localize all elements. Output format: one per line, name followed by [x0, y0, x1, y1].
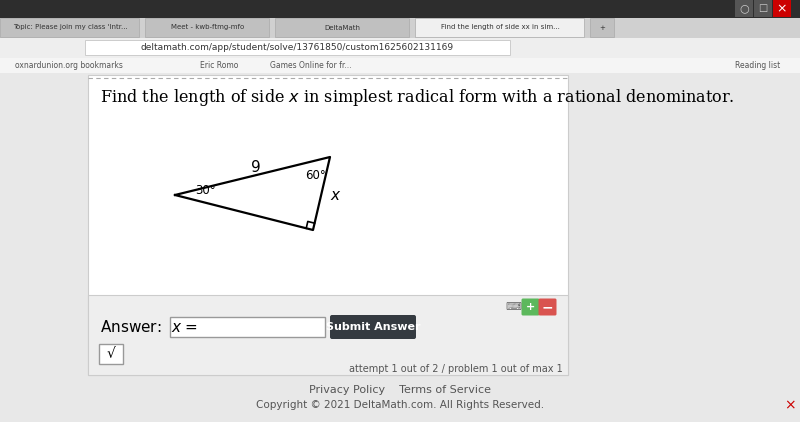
Text: +: + — [526, 302, 535, 312]
Text: ×: × — [784, 398, 796, 412]
FancyBboxPatch shape — [0, 58, 800, 73]
Text: Privacy Policy    Terms of Service: Privacy Policy Terms of Service — [309, 385, 491, 395]
Text: ⌨: ⌨ — [505, 302, 521, 312]
Text: Topic: Please join my class 'Intr...: Topic: Please join my class 'Intr... — [13, 24, 127, 30]
Text: □: □ — [758, 3, 768, 14]
FancyBboxPatch shape — [88, 75, 568, 375]
FancyBboxPatch shape — [735, 0, 753, 17]
FancyBboxPatch shape — [99, 344, 123, 364]
Text: Reading list: Reading list — [734, 61, 780, 70]
Text: √: √ — [106, 347, 115, 361]
FancyBboxPatch shape — [773, 0, 791, 17]
Text: Meet - kwb-ftmg-mfo: Meet - kwb-ftmg-mfo — [171, 24, 244, 30]
FancyBboxPatch shape — [0, 18, 800, 38]
Text: ×: × — [777, 2, 787, 15]
Text: oxnardunion.org bookmarks: oxnardunion.org bookmarks — [15, 61, 123, 70]
Text: Find the length of side $x$ in simplest radical form with a rational denominator: Find the length of side $x$ in simplest … — [100, 87, 734, 108]
Text: deltamath.com/app/student/solve/13761850/custom1625602131169: deltamath.com/app/student/solve/13761850… — [141, 43, 454, 52]
FancyBboxPatch shape — [590, 18, 614, 37]
Text: 9: 9 — [250, 160, 260, 175]
Text: 60°: 60° — [306, 169, 326, 182]
FancyBboxPatch shape — [330, 315, 416, 339]
FancyBboxPatch shape — [145, 18, 269, 37]
FancyBboxPatch shape — [85, 40, 510, 55]
FancyBboxPatch shape — [754, 0, 772, 17]
Text: Answer:  $x$ =: Answer: $x$ = — [100, 319, 198, 335]
Text: +: + — [599, 24, 606, 30]
FancyBboxPatch shape — [275, 18, 409, 37]
FancyBboxPatch shape — [0, 0, 800, 18]
FancyBboxPatch shape — [170, 317, 325, 337]
Text: Copyright © 2021 DeltaMath.com. All Rights Reserved.: Copyright © 2021 DeltaMath.com. All Righ… — [256, 400, 544, 410]
FancyBboxPatch shape — [0, 38, 800, 58]
Text: 30°: 30° — [195, 184, 216, 197]
FancyBboxPatch shape — [88, 295, 568, 375]
Text: Submit Answer: Submit Answer — [326, 322, 420, 332]
Text: DeltaMath: DeltaMath — [325, 24, 361, 30]
Text: $x$: $x$ — [330, 188, 342, 203]
Text: ○: ○ — [739, 3, 749, 14]
FancyBboxPatch shape — [0, 18, 139, 37]
Text: Games Online for fr...: Games Online for fr... — [270, 61, 351, 70]
FancyBboxPatch shape — [522, 298, 539, 316]
Text: Eric Romo: Eric Romo — [200, 61, 238, 70]
Text: attempt 1 out of 2 / problem 1 out of max 1: attempt 1 out of 2 / problem 1 out of ma… — [350, 364, 563, 374]
FancyBboxPatch shape — [415, 18, 584, 37]
Text: −: − — [542, 300, 554, 314]
Text: Find the length of side xx in sim...: Find the length of side xx in sim... — [441, 24, 559, 30]
FancyBboxPatch shape — [538, 298, 557, 316]
